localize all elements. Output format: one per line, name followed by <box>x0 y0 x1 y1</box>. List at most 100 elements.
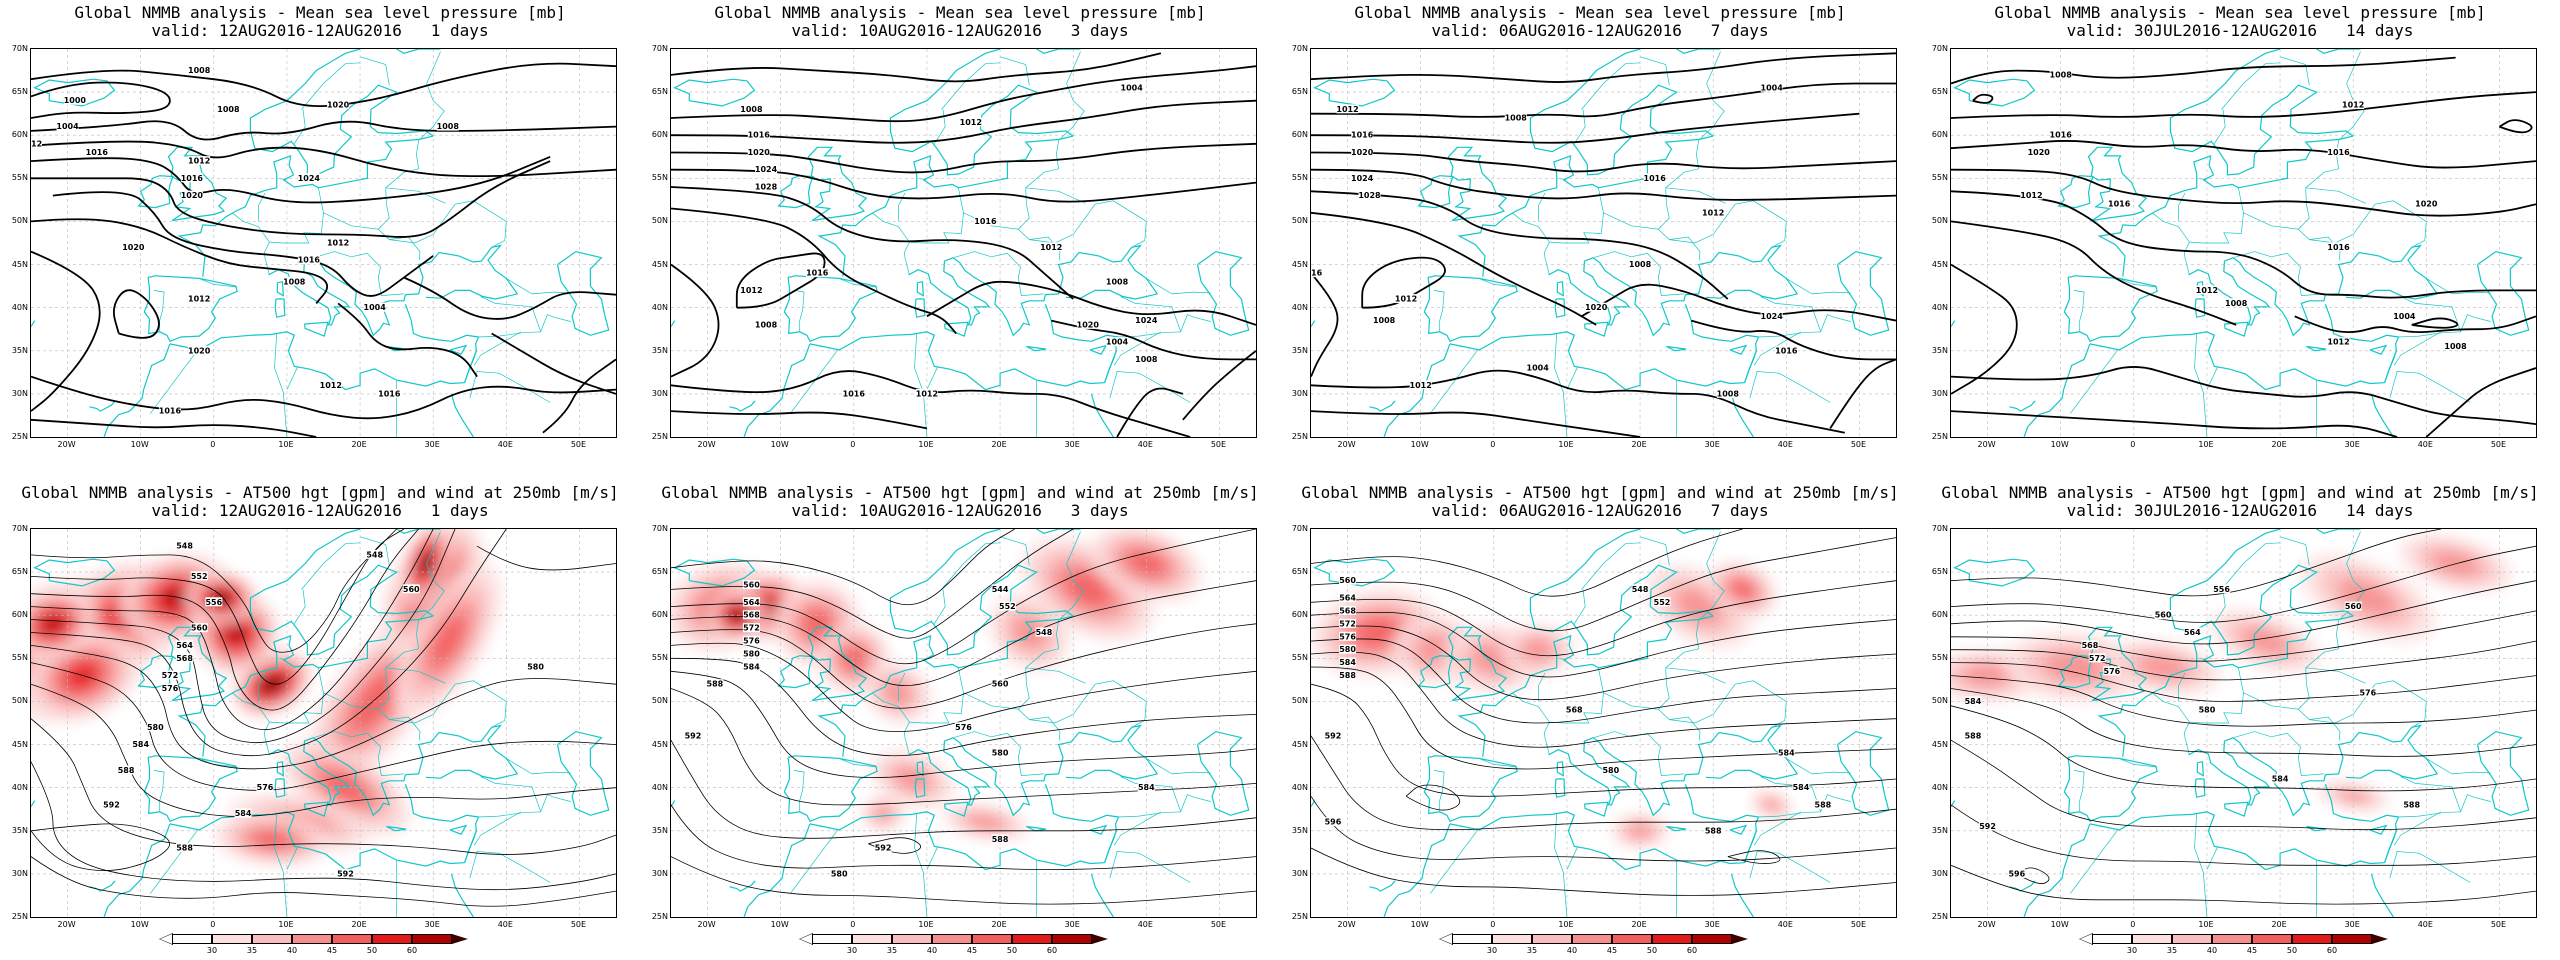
latitude-tick-label: 40N <box>11 782 28 792</box>
contour-label: 1016 <box>748 131 771 140</box>
panel-title: Global NMMB analysis - Mean sea level pr… <box>714 3 1206 22</box>
colorbar-swatch <box>2132 934 2172 944</box>
latitude-tick-label: 30N <box>651 868 668 878</box>
colorbar-swatch <box>372 934 412 944</box>
contour-label: 548 <box>1036 628 1053 637</box>
contour-label: 1012 <box>188 157 210 166</box>
contour-label: 1012 <box>2020 191 2042 200</box>
contour-line <box>1951 529 2441 597</box>
colorbar-right-arrow <box>1732 934 1748 944</box>
contour-line <box>1951 263 2018 395</box>
contour-line <box>1951 190 2536 299</box>
jet-core <box>2337 790 2369 803</box>
contour-label: 1008 <box>188 66 211 75</box>
colorbar-swatch <box>1452 934 1492 944</box>
contour-line <box>1951 580 2536 645</box>
latitude-tick-label: 35N <box>651 825 668 835</box>
colorbar-left-arrow <box>160 934 172 944</box>
contour-line <box>671 263 720 378</box>
latitude-tick-label: 30N <box>651 388 668 398</box>
contour-line <box>671 207 957 335</box>
contour-label: 1008 <box>755 320 778 329</box>
contour-line <box>671 670 1256 778</box>
latitude-tick-label: 40N <box>1291 302 1308 312</box>
contour-line <box>1951 140 2536 169</box>
contour-labels: 1004 1012 1008 1016 1020 1024 1028 1016 1012 1008… <box>740 82 1158 398</box>
contour-line <box>1951 640 2536 681</box>
contour-label: 580 <box>527 662 544 671</box>
contour-label: 548 <box>366 550 383 559</box>
contour-label: 1024 <box>755 165 778 174</box>
contour-label: 1020 <box>2415 200 2438 209</box>
colorbar-swatch <box>1492 934 1532 944</box>
latitude-tick-label: 30N <box>1931 868 1948 878</box>
contour-line <box>31 856 616 907</box>
panel-title: Global NMMB analysis - AT500 hgt [gpm] a… <box>661 483 1259 502</box>
contour-label: 560 <box>191 624 208 633</box>
map-area: 560 564 568 572 576 580 584 588 592 596 548 552 568 5… <box>1310 528 1897 918</box>
contour-line <box>1311 537 1896 632</box>
latitude-tick-label: 50N <box>1931 696 1948 706</box>
latitude-tick-label: 50N <box>11 216 28 226</box>
panel-title: Global NMMB analysis - AT500 hgt [gpm] a… <box>1941 483 2539 502</box>
geopotential-contours <box>1951 529 2536 905</box>
contour-line <box>1311 410 1641 437</box>
contour-label: 1012 <box>1410 381 1432 390</box>
contour-label: 1008 <box>740 105 763 114</box>
contour-line <box>31 718 616 855</box>
contour-line <box>735 252 826 309</box>
contour-line <box>1311 211 1597 326</box>
panel-valid-period: valid: 30JUL2016-12AUG2016 14 days <box>2066 21 2414 40</box>
contour-label: 1016 <box>2108 200 2131 209</box>
contour-line <box>31 662 616 791</box>
contour-line <box>31 529 456 744</box>
latitude-tick-label: 30N <box>11 868 28 878</box>
colorbar-swatch <box>1532 934 1572 944</box>
colorbar-label: 40 <box>2206 946 2218 955</box>
contour-line <box>671 99 1256 144</box>
contour-line <box>671 580 1256 687</box>
contour-line <box>1972 93 1994 104</box>
contour-line <box>1311 796 1896 862</box>
longitude-tick-label: 50E <box>1850 440 1867 449</box>
contour-label: 560 <box>2155 611 2172 620</box>
contour-labels: 1008 1012 1016 1020 1016 1012 1016 1020 1016 1012… <box>2020 69 2467 351</box>
latitude-tick-label: 25N <box>651 912 668 921</box>
longitude-tick-label: 10W <box>130 920 149 929</box>
latitude-tick-label: 50N <box>651 216 668 226</box>
contour-label: 1012 <box>2342 101 2364 110</box>
contour-line <box>1311 611 1896 678</box>
contour-line <box>671 65 1256 123</box>
colorbar-swatch <box>212 934 252 944</box>
jet-core <box>2138 655 2188 679</box>
contour-label: 580 <box>831 869 848 878</box>
latitude-tick-label: 50N <box>1291 216 1308 226</box>
longitude-tick-label: 20E <box>991 440 1007 449</box>
contour-line <box>1951 366 2536 425</box>
contour-label: 576 <box>2359 688 2376 697</box>
contour-line <box>31 218 329 304</box>
contour-label: 1012 <box>960 118 982 127</box>
contour-label: 1016 <box>1644 174 1667 183</box>
wind-speed-colorbar: 30 35 40 45 50 60 <box>2079 933 2410 956</box>
contour-line <box>31 529 397 653</box>
map-panel-2: Global NMMB analysis - Mean sea level pr… <box>640 0 1280 480</box>
contour-label: 1012 <box>1395 295 1417 304</box>
colorbar-label: 35 <box>246 946 258 955</box>
panel-valid-period: valid: 30JUL2016-12AUG2016 14 days <box>2066 501 2414 520</box>
latitude-tick-label: 45N <box>1931 739 1948 749</box>
contour-line <box>1951 804 2536 866</box>
contour-line <box>31 529 405 685</box>
longitude-tick-label: 50E <box>570 920 587 929</box>
latitude-tick-label: 60N <box>651 610 668 620</box>
latitude-tick-label: 40N <box>1931 782 1948 792</box>
contour-line <box>2016 867 2050 884</box>
map-svg: 1004 1012 1008 1016 1020 1024 1028 1016 1012 1008… <box>671 49 1256 437</box>
contour-label: 568 <box>743 611 760 620</box>
latitude-tick-label: 60N <box>11 610 28 620</box>
map-svg: 560 564 568 572 576 580 584 588 592 544 552 548 560 5… <box>671 529 1256 917</box>
contour-label: 580 <box>992 749 1009 758</box>
map-panel-3: Global NMMB analysis - Mean sea level pr… <box>1280 0 1920 480</box>
contour-label: 584 <box>1793 783 1810 792</box>
latitude-tick-label: 40N <box>651 782 668 792</box>
